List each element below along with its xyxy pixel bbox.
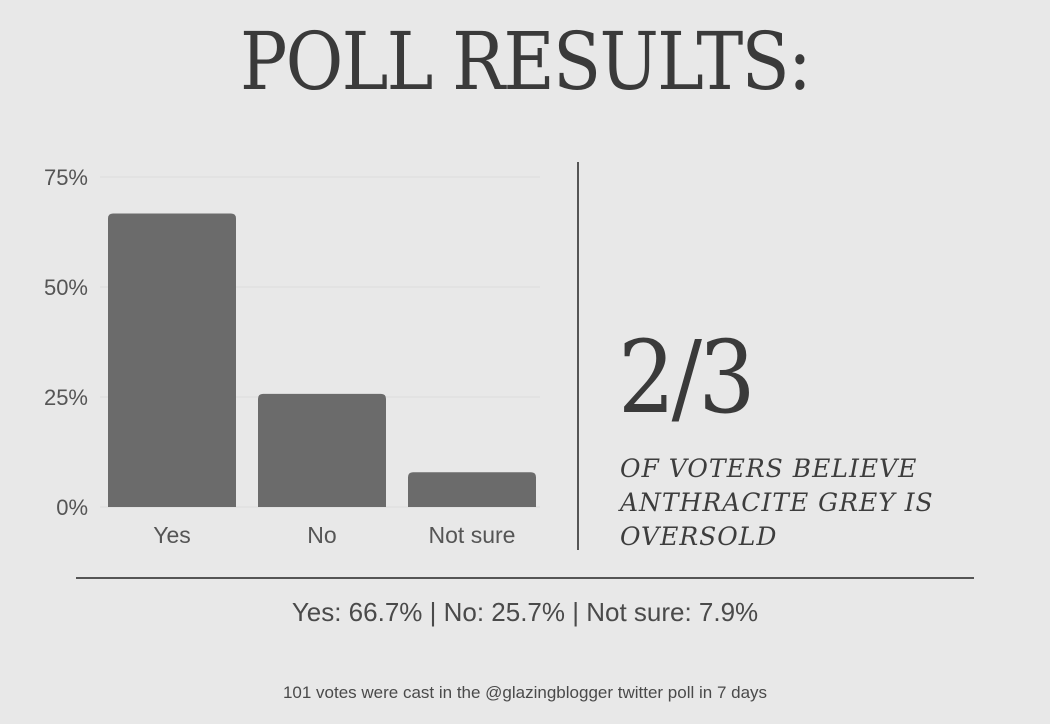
y-tick-label: 75%	[44, 165, 88, 190]
x-tick-label: No	[307, 522, 336, 548]
headline-fraction: 2/3	[618, 319, 756, 436]
y-tick-label: 0%	[56, 495, 88, 520]
bar-chart: 0% 25% 50% 75% Yes No Not sure	[44, 165, 540, 548]
y-tick-label: 25%	[44, 385, 88, 410]
x-tick-label: Yes	[153, 522, 191, 548]
bar-yes	[108, 213, 236, 507]
horizontal-divider	[76, 577, 974, 579]
vote-footnote: 101 votes were cast in the @glazingblogg…	[282, 683, 768, 702]
y-tick-label: 50%	[44, 275, 88, 300]
poll-title: POLL RESULTS:	[240, 15, 812, 108]
x-tick-label: Not sure	[429, 522, 516, 548]
headline-caption: OF VOTERS BELIEVE ANTHRACITE GREY IS OVE…	[620, 454, 934, 551]
bar-not-sure	[408, 472, 536, 507]
results-summary: Yes: 66.7% | No: 25.7% | Not sure: 7.9%	[291, 597, 759, 627]
bar-no	[258, 393, 386, 507]
vertical-divider	[577, 162, 579, 550]
